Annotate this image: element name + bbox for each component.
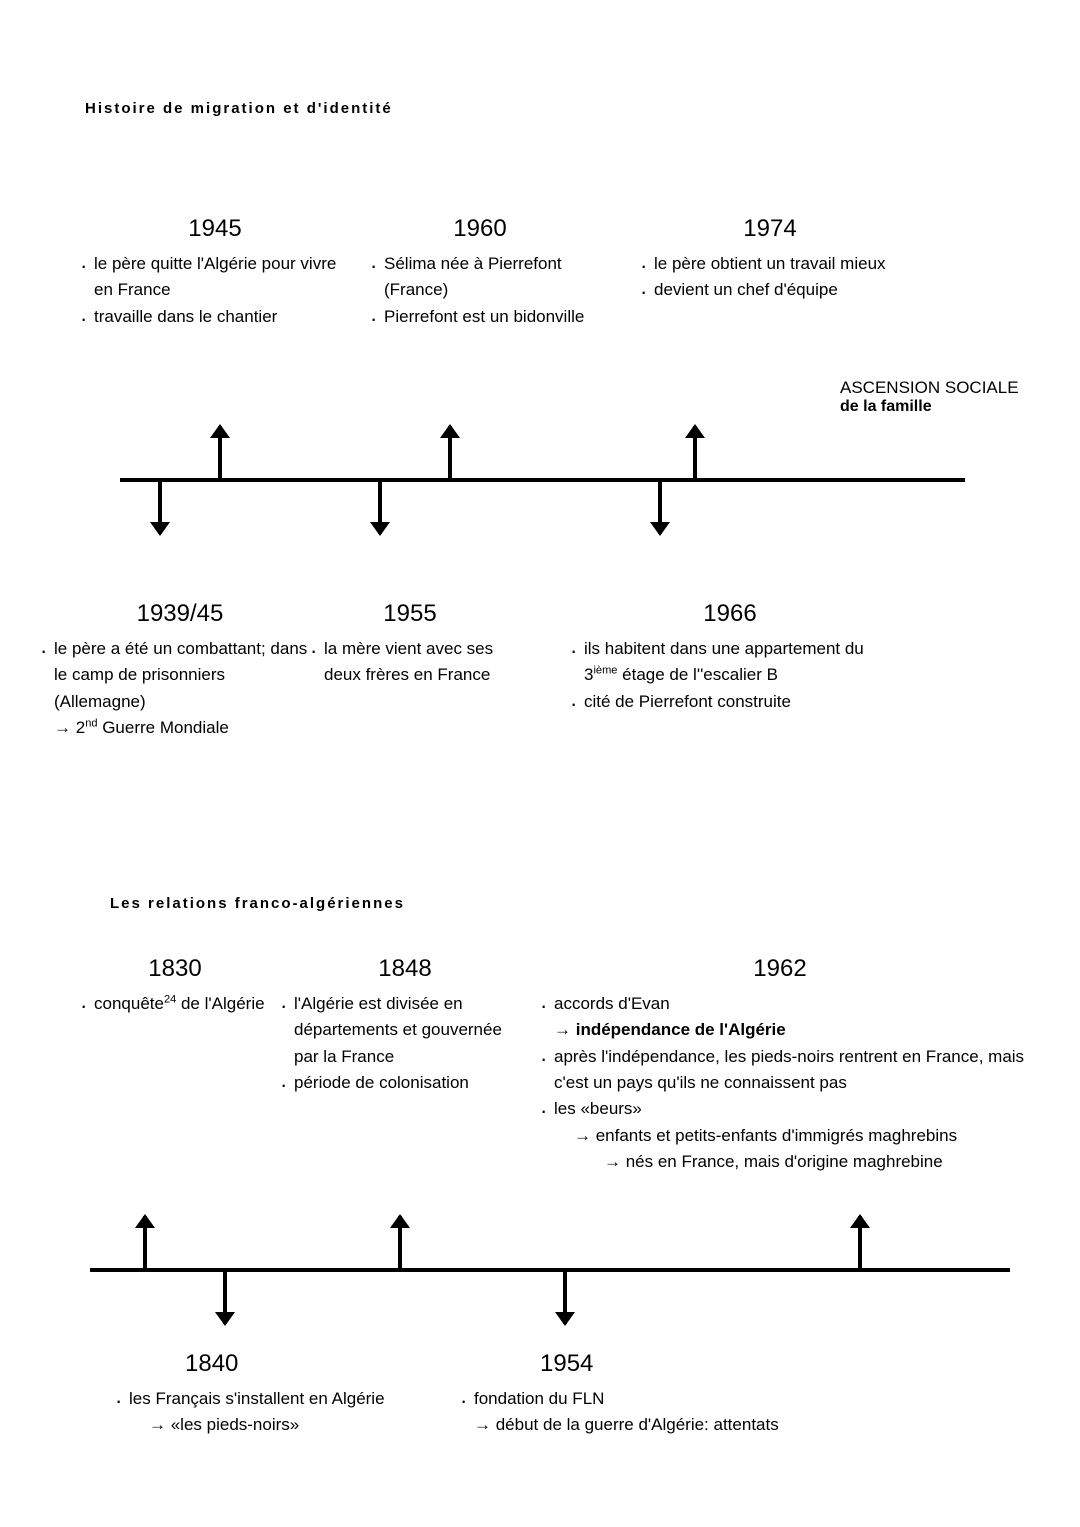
arrow-down-icon — [158, 482, 162, 534]
point: le père quitte l'Algérie pour vivre en F… — [80, 251, 350, 304]
year: 1966 — [570, 600, 890, 628]
s1-bottom-0: 1939/45 le père a été un combattant; dan… — [40, 600, 320, 741]
year: 1830 — [80, 955, 270, 983]
point: conquête24 de l'Algérie — [80, 991, 270, 1017]
arrow-up-icon — [143, 1216, 147, 1268]
timeline-1 — [120, 478, 965, 482]
point: → 2nd Guerre Mondiale — [40, 715, 320, 741]
timeline-2 — [90, 1268, 1010, 1272]
point: les Français s'installent en Algérie — [115, 1386, 435, 1412]
point: → début de la guerre d'Algérie: attentat… — [460, 1412, 840, 1438]
independence-bold: → indépendance de l'Algérie — [554, 1020, 786, 1039]
ascension-line2: de la famille — [840, 398, 1019, 416]
point: après l'indépendance, les pieds-noirs re… — [540, 1044, 1040, 1097]
point: devient un chef d'équipe — [640, 277, 900, 303]
point: l'Algérie est divisée en départements et… — [280, 991, 530, 1070]
point: période de colonisation — [280, 1070, 530, 1096]
year: 1955 — [310, 600, 510, 628]
s1-top-1: 1960 Sélima née à Pierrefont (France) Pi… — [370, 215, 590, 330]
arrow-up-icon — [398, 1216, 402, 1268]
year: 1954 — [460, 1350, 840, 1378]
ascension-label: ASCENSION SOCIALE de la famille — [840, 378, 1019, 416]
sup: ième — [593, 665, 617, 677]
point: le père a été un combattant; dans le cam… — [40, 636, 320, 715]
arrow-down-icon — [563, 1272, 567, 1324]
sup: nd — [85, 717, 97, 729]
year: 1848 — [280, 955, 530, 983]
year: 1974 — [640, 215, 900, 243]
section1-title: Histoire de migration et d'identité — [85, 100, 393, 117]
point: → indépendance de l'Algérie — [540, 1017, 1040, 1043]
point: la mère vient avec ses deux frères en Fr… — [310, 636, 510, 689]
year: 1962 — [540, 955, 1020, 983]
s1-top-0: 1945 le père quitte l'Algérie pour vivre… — [80, 215, 350, 330]
point: → «les pieds-noirs» — [115, 1412, 435, 1438]
s2-top-2: 1962 accords d'Evan → indépendance de l'… — [540, 955, 1040, 1175]
year: 1945 — [80, 215, 350, 243]
s2-bottom-1: 1954 fondation du FLN → début de la guer… — [460, 1350, 840, 1439]
arrow-up-icon — [448, 426, 452, 478]
point: fondation du FLN — [460, 1386, 840, 1412]
arrow-up-icon — [693, 426, 697, 478]
point: le père obtient un travail mieux — [640, 251, 900, 277]
year: 1840 — [115, 1350, 435, 1378]
section2-title: Les relations franco-algériennes — [110, 895, 405, 912]
year: 1939/45 — [40, 600, 320, 628]
point: Pierrefont est un bidonville — [370, 304, 590, 330]
point: → enfants et petits-enfants d'immigrés m… — [540, 1123, 1040, 1149]
s1-top-2: 1974 le père obtient un travail mieux de… — [640, 215, 900, 304]
sup: 24 — [164, 993, 176, 1005]
s1-bottom-2: 1966 ils habitent dans une appartement d… — [570, 600, 890, 715]
arrow-down-icon — [223, 1272, 227, 1324]
s1-bottom-1: 1955 la mère vient avec ses deux frères … — [310, 600, 510, 689]
point: travaille dans le chantier — [80, 304, 350, 330]
arrow-down-icon — [378, 482, 382, 534]
year: 1960 — [370, 215, 590, 243]
ascension-line1: ASCENSION SOCIALE — [840, 378, 1019, 398]
point: → nés en France, mais d'origine maghrebi… — [540, 1149, 1040, 1175]
arrow-up-icon — [218, 426, 222, 478]
arrow-down-icon — [658, 482, 662, 534]
s2-top-1: 1848 l'Algérie est divisée en départemen… — [280, 955, 530, 1096]
point: accords d'Evan — [540, 991, 1040, 1017]
s2-bottom-0: 1840 les Français s'installent en Algéri… — [115, 1350, 435, 1439]
arrow-up-icon — [858, 1216, 862, 1268]
point: ils habitent dans une appartement du 3iè… — [570, 636, 890, 689]
point: les «beurs» — [540, 1096, 1040, 1122]
point: cité de Pierrefont construite — [570, 689, 890, 715]
s2-top-0: 1830 conquête24 de l'Algérie — [80, 955, 270, 1017]
point: Sélima née à Pierrefont (France) — [370, 251, 590, 304]
